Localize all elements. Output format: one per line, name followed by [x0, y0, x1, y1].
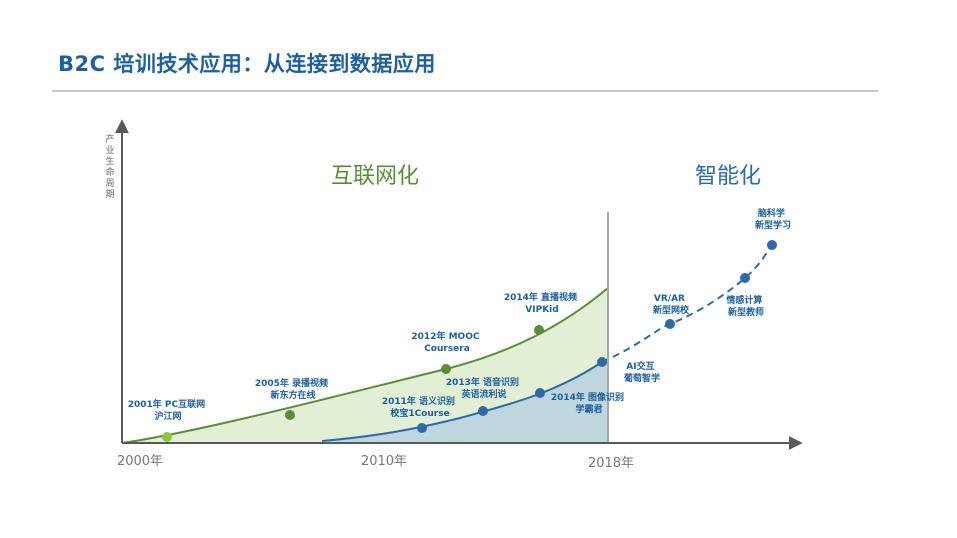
milestone-label: 脑科学 新型学习 — [755, 207, 791, 231]
slide-title: B2C 培训技术应用：从连接到数据应用 — [58, 52, 436, 76]
milestone-dot-emotion — [740, 273, 750, 283]
internet-era-curve — [121, 287, 609, 444]
milestone-dot-2005 — [285, 410, 295, 420]
milestone-dot-2012 — [441, 364, 451, 374]
year-2010: 2010年 — [361, 454, 407, 469]
phase-intelligent: 智能化 — [695, 164, 761, 189]
milestone-label: 2014年 直播视频 VIPKid — [504, 291, 580, 315]
milestone-label: 2011年 语义识别 校宝1Course — [382, 395, 458, 419]
milestone-label: 情感计算 新型教师 — [725, 294, 765, 318]
milestone-label: AI交互 葡萄智学 — [623, 360, 660, 384]
year-2000: 2000年 — [117, 454, 163, 469]
milestone-label: 2005年 录播视频 新东方在线 — [255, 377, 331, 401]
milestone-dot-brain — [767, 240, 777, 250]
ai-era-curve — [321, 361, 603, 442]
milestone-dot-ai — [597, 357, 607, 367]
milestone-label: 2014年 图像识别 学霸君 — [551, 391, 627, 415]
y-axis-label: 产业生命周期 — [105, 133, 114, 200]
title-divider — [52, 90, 878, 92]
milestone-dot-2014-live — [534, 325, 544, 335]
milestone-dot-2013 — [478, 406, 488, 416]
internet-era-area — [122, 288, 608, 443]
ai-era-area — [322, 362, 608, 443]
year-2018: 2018年 — [588, 456, 634, 471]
milestone-label: 2012年 MOOC Coursera — [411, 330, 482, 354]
phase-internet: 互联网化 — [331, 164, 419, 189]
milestone-dot-2001 — [162, 432, 172, 442]
milestone-dot-2011 — [417, 423, 427, 433]
milestone-label: 2001年 PC互联网 沪江网 — [128, 398, 209, 422]
milestone-dot-vrar — [665, 319, 675, 329]
future-curve — [601, 244, 773, 363]
milestone-label: 2013年 语音识别 英语流利说 — [446, 376, 522, 400]
milestone-dot-2014-image — [535, 388, 545, 398]
milestone-label: VR/AR 新型网校 — [653, 294, 690, 316]
